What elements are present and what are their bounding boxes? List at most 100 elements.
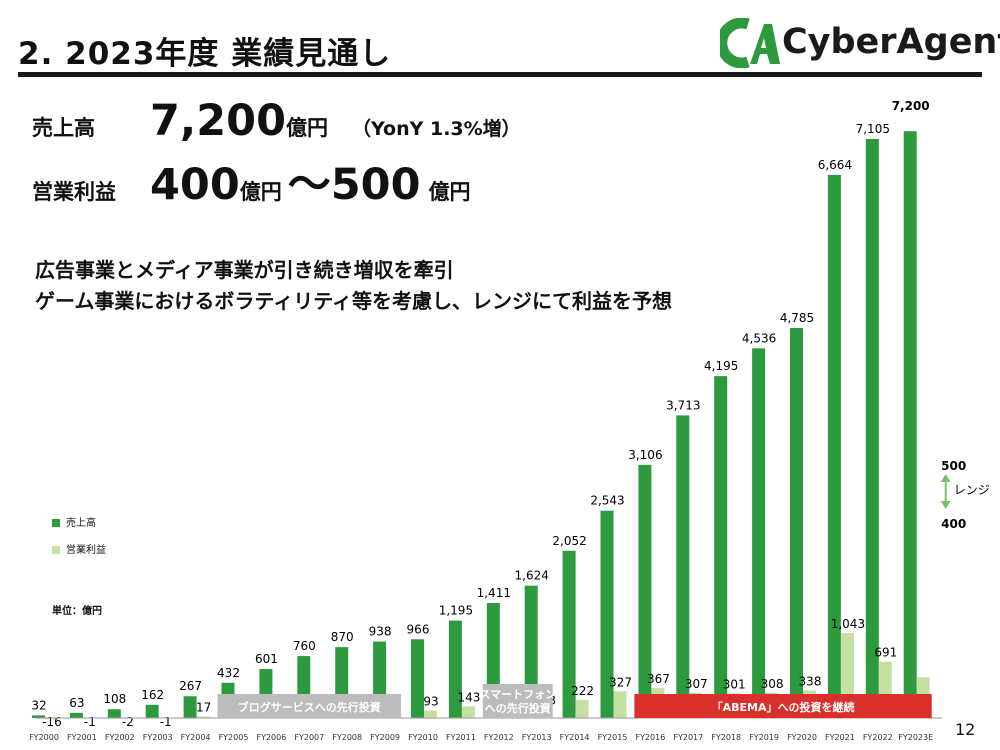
x-tick-label: FY2001 <box>67 733 97 742</box>
sales-bar <box>790 328 803 718</box>
sales-value-label: 1,195 <box>439 604 473 618</box>
x-tick-label: FY2022 <box>863 733 893 742</box>
sales-value-label: 4,195 <box>704 359 738 373</box>
sales-value-label: 108 <box>103 692 126 706</box>
sales-value-label: 32 <box>31 698 46 712</box>
op-tilde: ～ <box>287 160 331 210</box>
x-tick-label: FY2005 <box>219 733 249 742</box>
range-arrow-up-icon <box>940 474 951 482</box>
x-tick-label: FY2017 <box>673 733 703 742</box>
op-unit-low: 億円 <box>239 180 282 204</box>
sales-value-label: 7,200 <box>892 99 930 113</box>
sales-bar <box>145 704 159 718</box>
op-label: 営業利益 <box>32 180 116 204</box>
op-value-label: -2 <box>122 715 134 729</box>
op-value-label: 338 <box>799 674 822 688</box>
sales-bar <box>107 709 121 718</box>
sales-yoy: （YonY 1.3%増） <box>352 118 521 140</box>
legend-op: 営業利益 <box>52 541 106 556</box>
x-tick-label: FY2000 <box>29 733 59 742</box>
sales-bar <box>676 415 690 718</box>
banner-text: への先行投資 <box>485 701 551 715</box>
range-high-label: 500 <box>941 459 966 473</box>
sales-value-label: 938 <box>369 625 392 639</box>
legend-op-swatch <box>52 546 60 554</box>
x-tick-label: FY2008 <box>332 733 362 742</box>
x-tick-label: FY2003 <box>143 733 173 742</box>
logo-mark-icon <box>716 17 780 69</box>
banner <box>217 694 402 718</box>
sales-value-label: 4,785 <box>780 311 814 325</box>
sales-bar <box>562 550 576 718</box>
x-tick-label: FY2020 <box>787 733 817 742</box>
header-divider <box>18 72 982 77</box>
sales-bar <box>32 715 45 718</box>
op-high: 500 <box>330 160 421 210</box>
x-tick-label: FY2014 <box>560 733 590 742</box>
page-title: 2. 2023年度 業績見通し <box>18 36 392 72</box>
op-bar <box>613 691 627 718</box>
x-tick-label: FY2010 <box>408 733 438 742</box>
x-tick-label: FY2018 <box>711 733 741 742</box>
banner-text: スマートフォン <box>479 688 556 701</box>
x-tick-label: FY2009 <box>370 733 400 742</box>
legend-op-label: 営業利益 <box>66 545 106 556</box>
x-tick-label: FY2013 <box>522 733 552 742</box>
op-value-label: -1 <box>84 715 96 729</box>
op-bar <box>461 706 475 718</box>
op-bar <box>45 718 58 720</box>
x-tick-label: FY2002 <box>105 733 135 742</box>
op-value-label: 222 <box>571 684 594 698</box>
sales-value: 7,200 <box>150 96 287 146</box>
op-forecast: 営業利益 400億円 ～500 億円 <box>32 150 471 212</box>
sales-value-label: 432 <box>217 666 240 680</box>
sales-label: 売上高 <box>32 116 95 140</box>
sales-bar <box>69 712 83 718</box>
x-tick-label: FY2004 <box>181 733 211 742</box>
message-line-2: ゲーム事業におけるボラティリティ等を考慮し、レンジにて利益を予想 <box>35 289 672 313</box>
op-value-label: -16 <box>42 715 62 729</box>
sales-value-label: 601 <box>255 652 278 666</box>
range-low-label: 400 <box>941 517 966 531</box>
message-line-1: 広告事業とメディア事業が引き続き増収を牽引 <box>35 258 454 282</box>
x-tick-label: FY2023E <box>898 733 933 742</box>
x-tick-label: FY2011 <box>446 733 476 742</box>
sales-bar <box>865 138 879 718</box>
sales-value-label: 3,106 <box>628 448 662 462</box>
sales-value-label: 63 <box>69 696 84 710</box>
op-unit-high: 億円 <box>428 180 471 204</box>
x-tick-label: FY2016 <box>635 733 665 742</box>
sales-value-label: 4,536 <box>742 331 776 345</box>
op-low: 400 <box>150 160 240 210</box>
sales-bar <box>411 639 424 718</box>
sales-value-label: 267 <box>179 679 202 693</box>
sales-bar <box>903 131 917 718</box>
sales-forecast: 売上高 7,200億円 （YonY 1.3%増） <box>32 96 521 146</box>
sales-value-label: 1,411 <box>477 586 511 600</box>
op-value-label: 93 <box>423 694 438 708</box>
sales-value-label: 966 <box>407 622 430 636</box>
range-label: レンジ <box>954 483 990 497</box>
sales-value-label: 1,624 <box>515 569 549 583</box>
op-value-label: -1 <box>160 715 172 729</box>
op-value-label: 143 <box>457 690 480 704</box>
sales-value-label: 870 <box>331 630 354 644</box>
banner <box>634 694 932 718</box>
op-value-label: 17 <box>196 701 211 715</box>
op-value-label: 308 <box>761 677 784 691</box>
sales-unit: 億円 <box>286 116 329 140</box>
page-number: 12 <box>955 720 976 739</box>
logo-text: CyberAgent <box>782 22 1000 62</box>
x-tick-label: FY2015 <box>598 733 628 742</box>
legend-sales: 売上高 <box>52 514 96 529</box>
range-arrow-down-icon <box>940 501 951 509</box>
op-bar <box>196 716 210 718</box>
x-tick-label: FY2007 <box>294 733 324 742</box>
sales-bar <box>183 696 197 718</box>
sales-bar <box>714 376 728 718</box>
op-value-label: 301 <box>723 677 746 691</box>
op-bar <box>424 710 437 718</box>
sales-value-label: 2,543 <box>590 494 624 508</box>
sales-bar <box>827 174 841 718</box>
